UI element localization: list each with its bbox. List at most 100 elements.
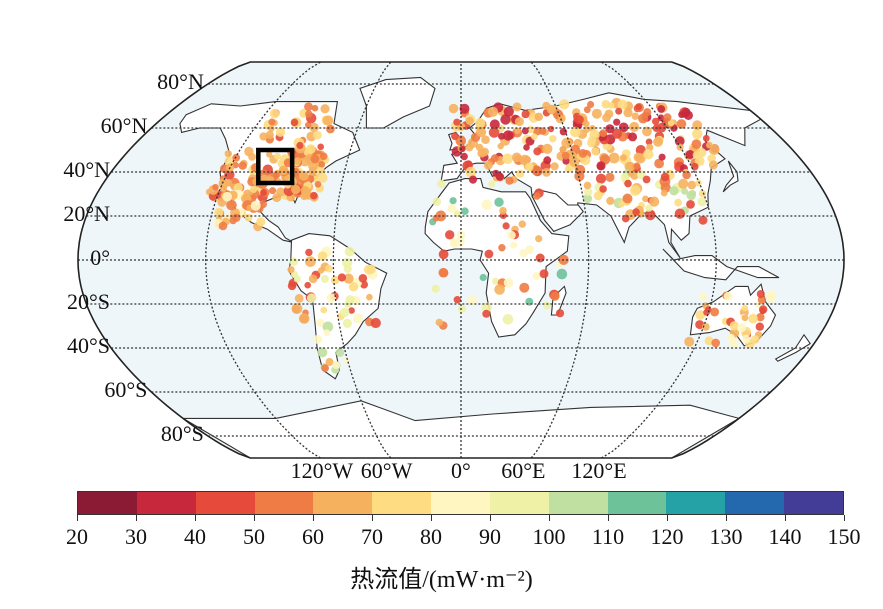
heat-flow-point (269, 187, 277, 195)
heat-flow-point (306, 144, 316, 154)
colorbar-tick (489, 515, 491, 521)
heat-flow-point (698, 215, 708, 225)
heat-flow-point (348, 307, 355, 314)
heat-flow-point (674, 136, 685, 147)
heat-flow-point (269, 108, 280, 119)
heat-flow-point (549, 135, 557, 143)
heat-flow-point (622, 193, 633, 204)
heat-flow-point (307, 293, 317, 303)
heat-flow-point (547, 125, 555, 133)
heat-flow-point (317, 143, 325, 151)
heat-flow-point (323, 329, 331, 336)
heat-flow-point (678, 111, 686, 119)
lon-label: 120°W (290, 458, 354, 483)
heat-flow-point (502, 130, 514, 141)
heat-flow-point (293, 157, 302, 165)
heat-flow-point (503, 278, 514, 288)
heat-flow-point (294, 294, 304, 303)
heat-flow-point (457, 304, 466, 313)
heat-flow-point (249, 185, 258, 193)
heat-flow-point (694, 156, 705, 166)
land-greenland (359, 76, 436, 129)
heat-flow-point (678, 178, 689, 189)
heat-flow-point (681, 187, 688, 195)
heat-flow-point (518, 220, 526, 228)
heat-flow-point (599, 185, 607, 193)
colorbar-tick (430, 515, 432, 521)
heat-flow-point (676, 119, 687, 129)
heat-flow-point (218, 178, 229, 189)
heat-flow-point (323, 115, 334, 126)
lat-label: 80°N (157, 69, 204, 94)
heat-flow-point (214, 207, 224, 217)
heat-flow-point (224, 156, 235, 166)
heat-flow-point (660, 172, 670, 182)
heat-flow-point (756, 290, 765, 298)
heat-flow-point (667, 119, 675, 127)
heat-flow-point (617, 99, 628, 110)
heat-flow-point (533, 147, 542, 156)
heat-flow-point (435, 210, 447, 222)
land-indonesia (662, 248, 780, 281)
heat-flow-point (692, 128, 703, 140)
heat-flow-point (289, 257, 299, 266)
heat-flow-point (516, 169, 525, 178)
heat-flow-point (642, 195, 649, 203)
colorbar-segment (313, 492, 373, 514)
heat-flow-point (497, 142, 504, 150)
heat-flow-point (645, 204, 653, 212)
heat-flow-point (607, 102, 615, 109)
heat-flow-point (461, 207, 469, 215)
heat-flow-point (502, 314, 514, 325)
heat-flow-point (290, 118, 299, 127)
heat-flow-point (481, 135, 490, 144)
heat-flow-point (685, 150, 695, 159)
heat-flow-point (539, 269, 549, 279)
heat-flow-point (498, 244, 506, 252)
heat-flow-point (630, 185, 641, 196)
heat-flow-point (682, 170, 691, 180)
heat-flow-point (624, 179, 632, 188)
heat-flow-point (439, 268, 449, 278)
heat-flow-point (233, 183, 243, 193)
colorbar-tick (548, 515, 550, 521)
heat-flow-point (460, 152, 468, 161)
heat-flow-point (605, 124, 615, 134)
land-australia (689, 283, 777, 347)
heat-flow-point (484, 249, 494, 259)
heat-flow-point (437, 179, 446, 188)
heat-flow-point (502, 222, 510, 230)
heat-flow-point (657, 105, 666, 113)
colorbar-segment (78, 492, 137, 514)
heat-flow-point (533, 126, 542, 136)
heat-flow-point (555, 309, 565, 318)
heat-flow-point (343, 273, 354, 284)
heat-flow-point (618, 200, 625, 208)
colorbar-tick-label: 120 (650, 524, 684, 549)
heat-flow-point (339, 307, 350, 318)
heat-flow-point (512, 102, 522, 112)
heat-flow-point (519, 282, 530, 293)
heat-flow-point (314, 181, 322, 188)
heat-flow-point (344, 246, 355, 257)
heat-flow-point (710, 307, 720, 317)
heat-flow-point (475, 118, 486, 129)
colorbar-tick-label: 40 (184, 524, 206, 549)
heat-flow-point (525, 162, 534, 172)
heat-flow-point (626, 162, 636, 172)
heat-flow-point (448, 103, 459, 114)
lon-label: 60°W (360, 458, 413, 483)
heat-flow-point (532, 272, 541, 281)
colorbar-tick-label: 90 (479, 524, 501, 549)
heat-flow-point (523, 144, 530, 151)
heat-flow-point (465, 143, 474, 152)
heat-flow-point (643, 108, 652, 117)
heat-flow-point (660, 189, 668, 197)
heat-flow-point (582, 193, 593, 204)
heat-flow-point (741, 334, 751, 343)
heat-flow-point (305, 110, 313, 118)
heat-flow-point (698, 189, 707, 197)
heat-flow-point (309, 122, 319, 133)
heat-flow-point (635, 103, 642, 111)
heat-flow-point (606, 196, 615, 205)
